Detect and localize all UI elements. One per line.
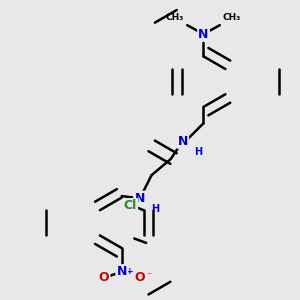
Text: N: N xyxy=(117,266,127,278)
Text: +: + xyxy=(126,267,134,276)
Text: N: N xyxy=(134,192,145,205)
Text: H: H xyxy=(151,204,159,214)
Text: N: N xyxy=(178,135,188,148)
Text: CH₃: CH₃ xyxy=(166,13,184,22)
Text: Cl: Cl xyxy=(124,199,137,212)
Text: CH₃: CH₃ xyxy=(223,13,241,22)
Text: O: O xyxy=(134,271,145,284)
Text: H: H xyxy=(195,147,203,157)
Text: N: N xyxy=(198,28,209,40)
Text: O: O xyxy=(99,271,109,284)
Text: ⁻: ⁻ xyxy=(146,271,152,281)
